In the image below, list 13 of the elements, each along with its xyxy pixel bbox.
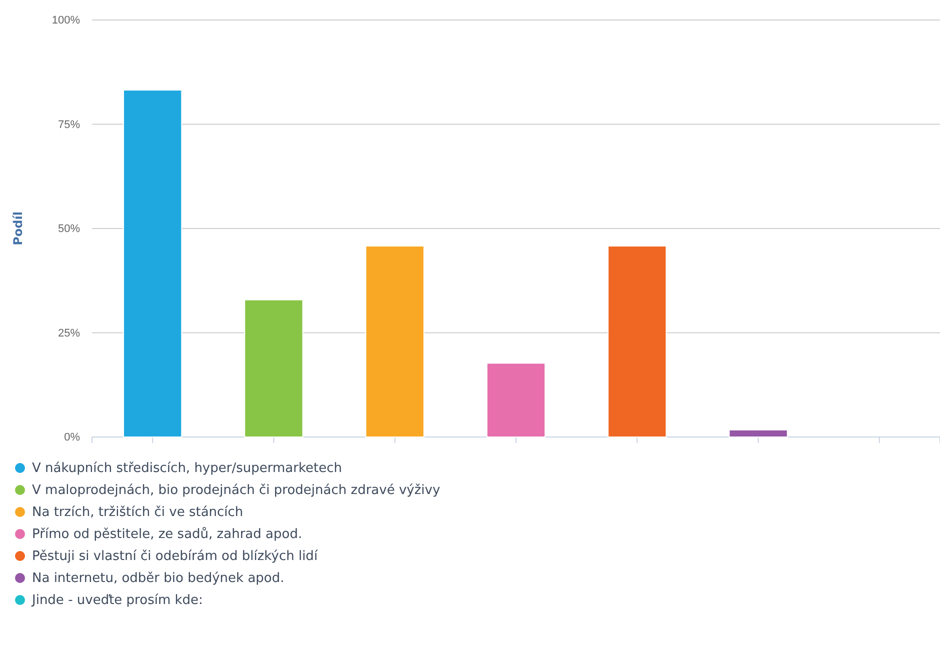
y-tick-label: 0%: [64, 432, 80, 444]
y-axis-title: Podíl: [11, 212, 25, 246]
legend-label: Na trzích, tržištích či ve stáncích: [32, 505, 244, 520]
legend-label: V maloprodejnách, bio prodejnách či prodejnách zdravé výživy: [32, 483, 440, 498]
legend-label: V nákupních střediscích, hyper/supermarketech: [32, 461, 342, 476]
legend-label: Jinde - uveďte prosím kde:: [31, 593, 203, 608]
y-tick-label: 25%: [58, 327, 80, 340]
y-tick-label: 50%: [58, 223, 80, 236]
legend-label: Na internetu, odběr bio bedýnek apod.: [32, 571, 284, 586]
y-tick-label: 75%: [58, 118, 80, 131]
legend-label: Pěstuji si vlastní či odebírám od blízkých lidí: [32, 549, 318, 564]
legend-label: Přímo od pěstitele, ze sadů, zahrad apod.: [32, 526, 302, 542]
y-tick-label: 100%: [52, 14, 80, 27]
